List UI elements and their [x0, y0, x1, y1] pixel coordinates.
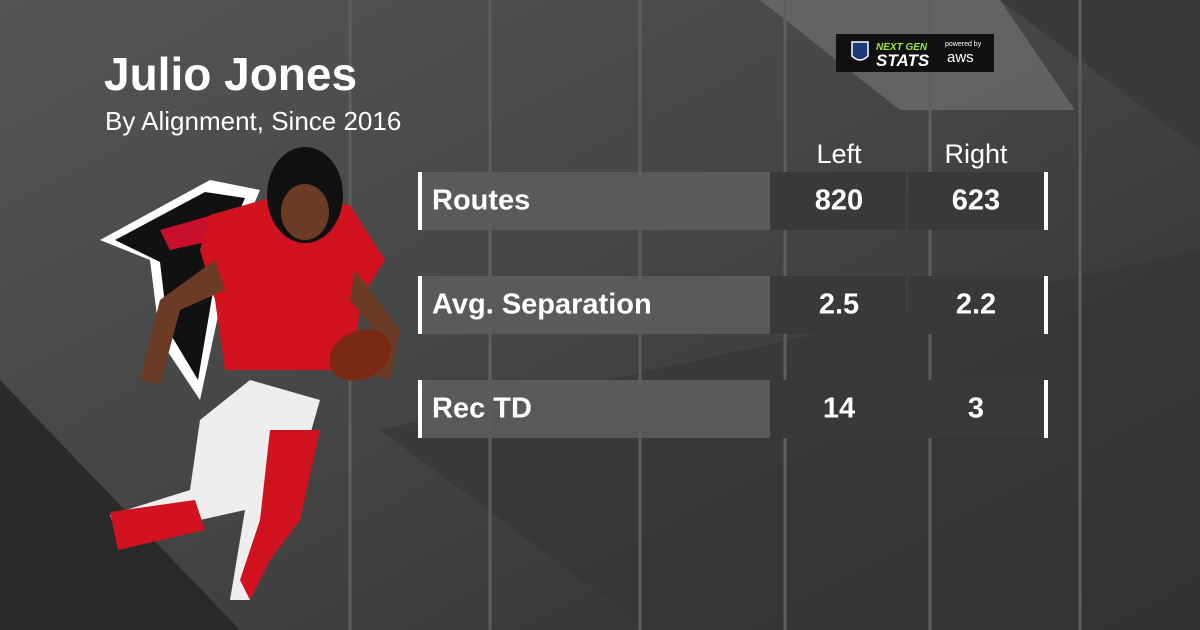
cell-value: 820 [815, 185, 863, 217]
row-label-bg [418, 380, 770, 438]
cell-value: 623 [952, 185, 1000, 217]
cell-value: 14 [823, 393, 855, 425]
cell-bg [770, 172, 906, 230]
nfl-shield [851, 41, 869, 61]
subtitle: By Alignment, Since 2016 [105, 106, 401, 136]
cell-value: 2.5 [819, 289, 859, 321]
bracket [1044, 172, 1048, 230]
cell-bg [908, 172, 1044, 230]
stripe [0, 380, 240, 630]
cell-bg [908, 380, 1044, 438]
column-header: Left [816, 139, 862, 169]
player [110, 147, 400, 600]
row-label-bg [418, 276, 770, 334]
column-header: Right [944, 139, 1008, 169]
title: Julio Jones [104, 48, 357, 100]
stripe [1000, 0, 1200, 150]
bracket [418, 380, 422, 438]
cell-value: 2.2 [956, 289, 996, 321]
bracket [418, 276, 422, 334]
cell-bg [908, 276, 1044, 334]
bracket [1044, 380, 1048, 438]
bracket [1044, 276, 1048, 334]
row-label-bg [418, 172, 770, 230]
row-label: Rec TD [432, 393, 532, 425]
logo-text: aws [947, 49, 974, 66]
cell-bg [770, 276, 906, 334]
row-label: Avg. Separation [432, 289, 652, 321]
bracket [418, 172, 422, 230]
logo-text: NEXT GEN [876, 42, 928, 53]
stripe [380, 250, 1200, 630]
stats-table: Left Right Routes 820 623 Avg. Separation 2.5 2… [418, 139, 1048, 438]
logo-text: STATS [876, 51, 930, 70]
cell-bg [770, 380, 906, 438]
cell-value: 3 [968, 393, 984, 425]
row-label: Routes [432, 185, 530, 217]
logo-text: powered by [945, 41, 982, 48]
